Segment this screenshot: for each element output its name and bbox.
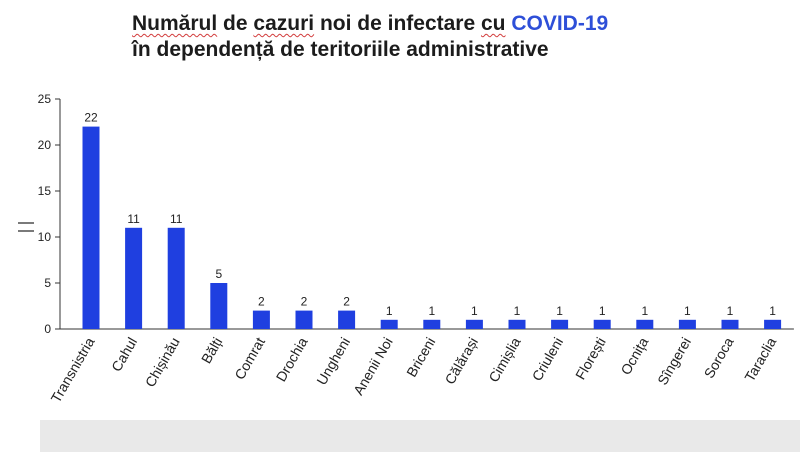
title-words-noi-de-infectare: noi de infectare bbox=[319, 12, 476, 35]
slide-canvas bbox=[0, 0, 800, 420]
data-label: 1 bbox=[684, 304, 691, 318]
category-label: Cimișlia bbox=[485, 334, 523, 385]
data-label: 11 bbox=[127, 212, 140, 226]
y-tick-label: 0 bbox=[44, 322, 51, 336]
category-label: Ungheni bbox=[313, 335, 353, 388]
title-word-numarul: Numărul bbox=[132, 12, 218, 35]
title-word-cu: cu bbox=[480, 12, 506, 35]
bar bbox=[423, 319, 441, 329]
data-label: 1 bbox=[428, 304, 435, 318]
data-label: 11 bbox=[170, 212, 183, 226]
bar bbox=[295, 310, 313, 329]
y-tick-label: 25 bbox=[38, 92, 52, 106]
category-label: Soroca bbox=[701, 334, 737, 381]
category-label: Florești bbox=[572, 335, 609, 383]
category-label: Briceni bbox=[403, 335, 438, 380]
category-label: Anenii Noi bbox=[350, 335, 396, 398]
data-label: 2 bbox=[301, 295, 308, 309]
bar bbox=[636, 319, 654, 329]
slide-canvas-corner bbox=[0, 420, 40, 452]
category-label: Drochia bbox=[273, 334, 311, 384]
category-label: Călărași bbox=[441, 335, 481, 387]
data-label: 2 bbox=[258, 295, 265, 309]
category-labels: Transnistria Cahul Chișinău Bălți Comrat Droc… bbox=[47, 334, 779, 405]
data-label: 1 bbox=[641, 304, 648, 318]
bar-series bbox=[82, 126, 782, 329]
title-accent-covid: COVID-19 bbox=[511, 12, 609, 35]
bar bbox=[508, 319, 526, 329]
chart-title-line-1: Numărul de cazuri noi de infectare cu CO… bbox=[132, 12, 772, 36]
bar bbox=[721, 319, 739, 329]
category-label: Cahul bbox=[108, 335, 140, 375]
category-label: Transnistria bbox=[47, 334, 97, 405]
legend-stub bbox=[18, 222, 34, 232]
bar bbox=[125, 227, 143, 329]
category-label: Comrat bbox=[231, 334, 268, 382]
y-tick-label: 5 bbox=[44, 276, 51, 290]
title-word-cazuri: cazuri bbox=[253, 12, 315, 35]
bar bbox=[252, 310, 270, 329]
data-label: 1 bbox=[514, 304, 521, 318]
data-label: 22 bbox=[84, 111, 98, 125]
data-label: 1 bbox=[727, 304, 734, 318]
y-tick-label: 10 bbox=[38, 230, 52, 244]
data-label: 1 bbox=[769, 304, 776, 318]
y-tick-label: 15 bbox=[38, 184, 52, 198]
category-label: Sîngerei bbox=[654, 335, 694, 388]
data-label: 1 bbox=[471, 304, 478, 318]
bar bbox=[338, 310, 356, 329]
y-tick-label: 20 bbox=[38, 138, 52, 152]
y-axis: 0 5 10 15 20 25 bbox=[38, 92, 61, 336]
data-label: 1 bbox=[599, 304, 606, 318]
bar bbox=[465, 319, 483, 329]
data-label: 5 bbox=[215, 267, 222, 281]
category-label: Taraclia bbox=[741, 334, 779, 384]
bar bbox=[551, 319, 569, 329]
title-word-de: de bbox=[223, 12, 248, 35]
category-label: Ocnița bbox=[617, 334, 651, 377]
data-label: 1 bbox=[556, 304, 563, 318]
bar bbox=[593, 319, 611, 329]
data-label: 2 bbox=[343, 295, 350, 309]
bar bbox=[167, 227, 185, 329]
category-label: Chișinău bbox=[142, 335, 183, 390]
category-label: Bălți bbox=[198, 335, 225, 367]
category-label: Criuleni bbox=[529, 335, 567, 384]
bar bbox=[380, 319, 398, 329]
chart-title-line-2: în dependență de teritoriile administrat… bbox=[132, 38, 549, 61]
bar bbox=[210, 283, 228, 329]
bar bbox=[678, 319, 696, 329]
bar bbox=[764, 319, 782, 329]
bar bbox=[82, 126, 100, 329]
data-label: 1 bbox=[386, 304, 393, 318]
